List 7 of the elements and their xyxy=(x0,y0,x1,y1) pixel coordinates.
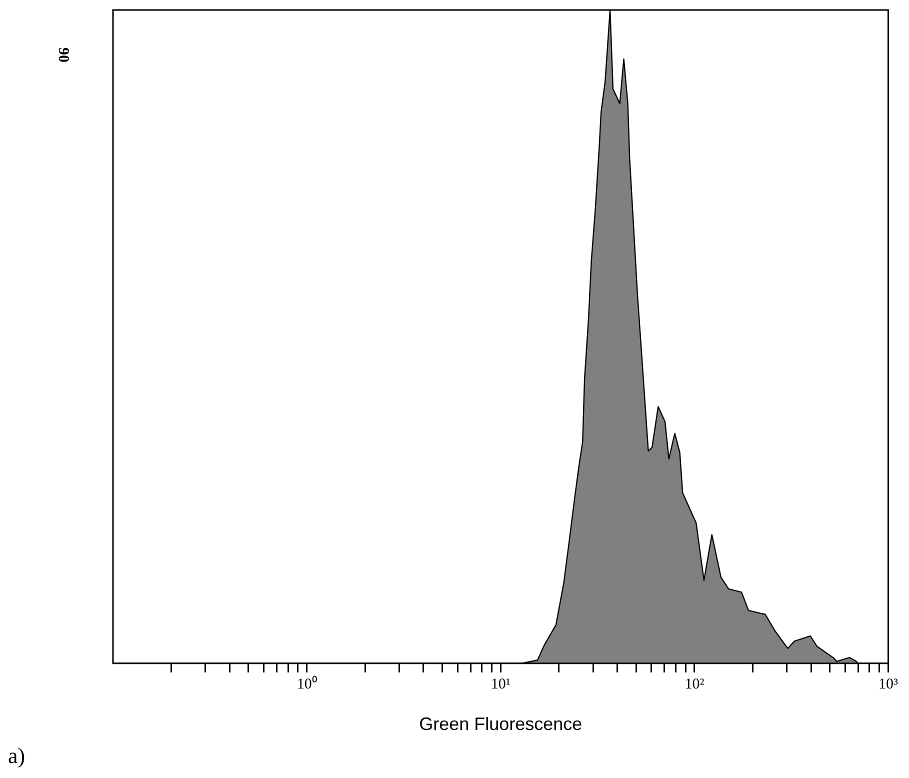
x-tick-label: 10³ xyxy=(878,676,898,692)
x-tick-label: 10¹ xyxy=(490,676,510,692)
x-tick-label: 10² xyxy=(684,676,705,692)
text: a) xyxy=(8,742,26,768)
x-axis-title: Green Fluorescence xyxy=(419,714,582,734)
text: 90 xyxy=(55,48,72,62)
x-tick-label: 10⁰ xyxy=(296,675,317,692)
